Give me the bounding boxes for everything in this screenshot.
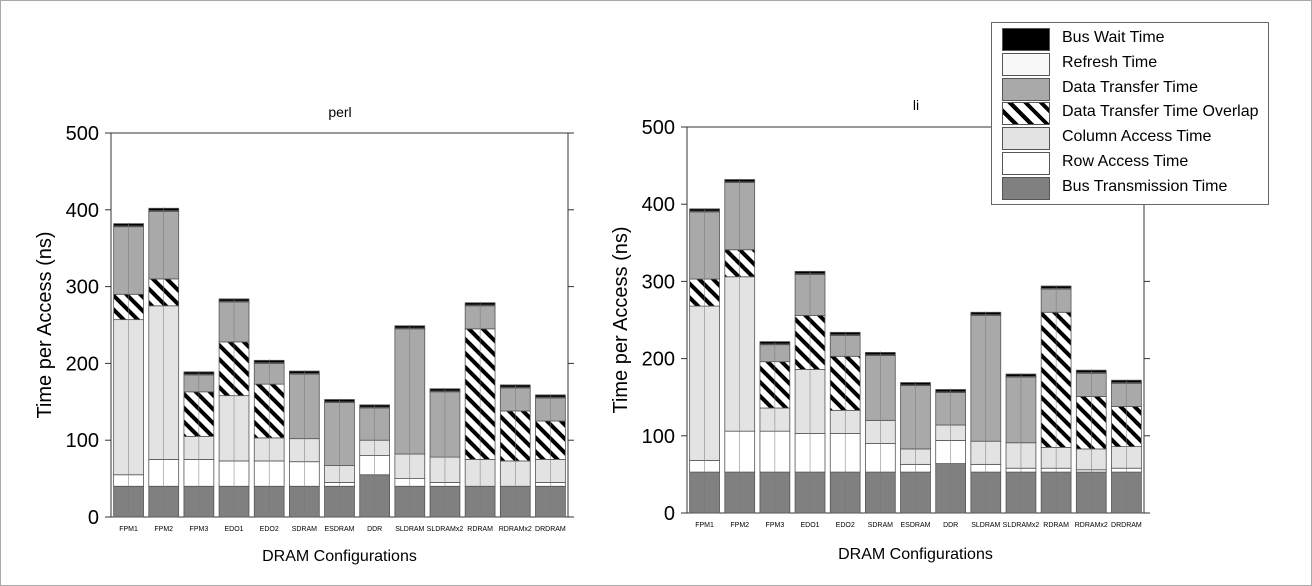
y-tick-label: 400 bbox=[66, 200, 99, 222]
x-tick-label: FPM2 bbox=[730, 522, 749, 529]
x-tick-label: RDRAM bbox=[1043, 522, 1069, 529]
chart-title: li bbox=[913, 97, 919, 113]
y-tick-label: 0 bbox=[664, 503, 675, 525]
x-tick-label: DRDRAM bbox=[1111, 522, 1142, 529]
y-tick-label: 100 bbox=[642, 426, 675, 448]
x-tick-label: EDO1 bbox=[225, 526, 244, 533]
legend-label: Bus Transmission Time bbox=[1062, 177, 1228, 195]
y-tick-label: 200 bbox=[66, 353, 99, 375]
x-tick-label: SLDRAMx2 bbox=[1003, 522, 1040, 529]
x-tick-label: DRDRAM bbox=[535, 526, 566, 533]
x-tick-label: EDO1 bbox=[801, 522, 820, 529]
x-axis-label: DRAM Configurations bbox=[838, 546, 993, 563]
legend-swatch bbox=[1002, 28, 1050, 51]
y-tick-label: 400 bbox=[642, 194, 675, 216]
x-tick-label: RDRAMx2 bbox=[499, 526, 532, 533]
x-tick-label: DDR bbox=[367, 526, 382, 533]
legend-label: Row Access Time bbox=[1062, 153, 1189, 170]
x-tick-label: SLDRAMx2 bbox=[427, 526, 464, 533]
x-tick-label: EDO2 bbox=[836, 522, 855, 529]
y-tick-label: 0 bbox=[88, 507, 99, 529]
y-axis-label: Time per Access (ns) bbox=[34, 231, 56, 418]
x-tick-label: FPM1 bbox=[119, 526, 138, 533]
x-tick-label: DDR bbox=[943, 522, 958, 529]
y-tick-label: 100 bbox=[66, 430, 99, 452]
x-tick-label: SLDRAM bbox=[395, 526, 424, 533]
legend-label: Data Transfer Time bbox=[1062, 78, 1199, 96]
legend: Bus Wait Time Refresh Time Data Transfer T… bbox=[991, 22, 1269, 205]
x-tick-label: RDRAMx2 bbox=[1075, 522, 1108, 529]
chart-li: li Time per Access (ns) DRAM Configuration… bbox=[610, 97, 1150, 563]
x-tick-label: ESDRAM bbox=[325, 526, 355, 533]
x-axis-label: DRAM Configurations bbox=[262, 548, 417, 565]
y-axis-label: Time per Access (ns) bbox=[610, 226, 632, 413]
x-tick-label: FPM3 bbox=[190, 526, 209, 533]
chart-perl: perl Time per Access (ns) DRAM Configurati… bbox=[34, 104, 574, 565]
legend-label: Refresh Time bbox=[1062, 53, 1158, 71]
x-tick-label: FPM2 bbox=[154, 526, 173, 533]
x-tick-label: FPM1 bbox=[695, 522, 714, 529]
x-tick-label: RDRAM bbox=[467, 526, 493, 533]
x-tick-label: FPM3 bbox=[766, 522, 785, 529]
legend-swatch bbox=[1002, 127, 1050, 151]
y-tick-label: 500 bbox=[642, 117, 675, 139]
legend-label: Column Access Time bbox=[1062, 128, 1212, 146]
legend-label: Data Transfer Time Overlap bbox=[1062, 103, 1259, 121]
x-tick-label: SDRAM bbox=[868, 522, 893, 529]
x-tick-label: EDO2 bbox=[260, 526, 279, 533]
x-tick-label: SDRAM bbox=[292, 526, 317, 533]
y-tick-label: 300 bbox=[642, 271, 675, 293]
legend-swatch bbox=[1002, 77, 1050, 101]
y-tick-label: 200 bbox=[642, 349, 675, 371]
legend-swatch bbox=[1002, 176, 1050, 200]
chart-title: perl bbox=[328, 104, 351, 120]
x-tick-label: ESDRAM bbox=[901, 522, 931, 529]
legend-swatch bbox=[1002, 52, 1050, 76]
legend-swatch bbox=[1002, 152, 1050, 175]
legend-label: Bus Wait Time bbox=[1062, 29, 1165, 46]
x-tick-label: SLDRAM bbox=[971, 522, 1000, 529]
y-tick-label: 300 bbox=[66, 277, 99, 299]
legend-swatch bbox=[1002, 102, 1050, 126]
y-tick-label: 500 bbox=[66, 123, 99, 145]
